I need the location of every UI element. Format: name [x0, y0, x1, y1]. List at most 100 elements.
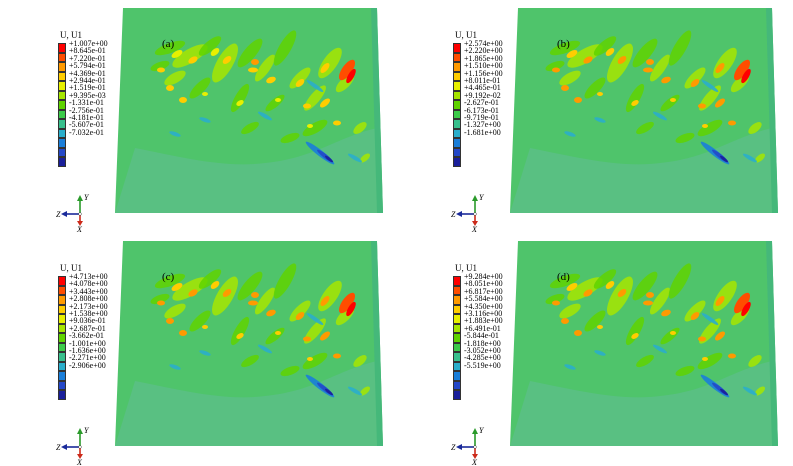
contour-hotspot	[157, 300, 165, 306]
contour-hotspot	[698, 336, 706, 342]
legend-swatch	[58, 323, 66, 333]
contour-coldspot	[594, 117, 606, 123]
legend-value: -3.662e-01	[69, 331, 104, 341]
contour-band	[230, 316, 250, 346]
legend-swatch	[58, 100, 66, 110]
legend-swatch	[453, 52, 461, 62]
legend-swatch	[58, 138, 66, 148]
contour-hotspot	[346, 301, 356, 317]
contour-hotspot	[617, 56, 627, 64]
legend-swatch	[58, 295, 66, 305]
x-axis-label: X	[471, 458, 478, 465]
axes-origin	[78, 212, 82, 216]
contour-hotspot	[605, 281, 615, 289]
contour-hotspot	[303, 103, 311, 109]
contour-hotspot	[574, 97, 582, 103]
contour-hotspot	[307, 357, 313, 361]
legend-swatch	[453, 285, 461, 295]
legend-value: -4.181e-01	[69, 113, 104, 123]
contour-hotspot	[320, 331, 330, 341]
coordinate-triad-icon: Y Z X	[56, 193, 90, 232]
legend-value: -5.844e-01	[464, 331, 499, 341]
contour-hotspot	[166, 85, 174, 91]
contour-band	[675, 132, 695, 144]
contour-band	[237, 38, 263, 68]
contour-hotspot	[728, 120, 736, 126]
surface-lower-region	[510, 361, 778, 446]
legend-title: U, U1	[455, 263, 477, 273]
contour-hotspot	[583, 289, 593, 297]
legend-values: +4.713e+00 +4.078e+00 +3.443e+00 +2.808e…	[69, 272, 108, 369]
contour-band	[567, 277, 603, 301]
contour-coldspot	[564, 131, 576, 137]
contour-band	[545, 60, 565, 72]
contour-hotspot	[171, 50, 183, 58]
legend-value: -1.818e+00	[464, 338, 501, 348]
contour-hotspot	[552, 67, 560, 73]
contour-hotspot	[715, 296, 725, 306]
contour-coldspot	[743, 386, 757, 396]
contour-hotspot	[179, 97, 187, 103]
contour-hotspot	[561, 318, 569, 324]
contour-band	[289, 67, 311, 89]
contour-hotspot	[728, 353, 736, 359]
legend-value: +9.395e-03	[69, 90, 106, 100]
z-axis-arrowhead	[456, 211, 462, 217]
coordinate-triad-icon: Y Z X	[56, 426, 90, 465]
contour-band	[360, 386, 370, 396]
contour-coldspot	[348, 153, 362, 163]
contour-band	[164, 303, 186, 319]
legend-swatch	[58, 314, 66, 324]
legend-value: -6.173e-01	[464, 105, 499, 115]
legend-value: +6.817e+00	[464, 286, 503, 296]
legend-value: -5.607e-01	[69, 120, 104, 130]
contour-hotspot	[333, 120, 341, 126]
legend-value: +2.808e+00	[69, 294, 108, 304]
contour-band	[748, 122, 762, 134]
contour-band	[237, 271, 263, 301]
legend-value: +4.369e-01	[69, 68, 106, 78]
legend-swatch	[453, 295, 461, 305]
x-axis-label: X	[76, 225, 83, 232]
contour-band	[241, 354, 259, 368]
legend-swatch	[453, 342, 461, 352]
legend-swatch	[453, 157, 461, 167]
contour-band	[154, 273, 186, 289]
contour-band	[559, 303, 581, 319]
legend-value: -1.001e+00	[69, 338, 106, 348]
contour-coldspot	[258, 344, 272, 354]
contour-coldspot	[594, 350, 606, 356]
contour-hotspot	[222, 56, 232, 64]
z-axis-label: Z	[451, 443, 456, 452]
contour-coldspot	[199, 117, 211, 123]
contour-band	[241, 121, 259, 135]
legend-value: +9.192e-02	[464, 90, 501, 100]
contour-hotspot	[338, 292, 356, 314]
contour-coldspot	[719, 388, 729, 396]
legend-values: +9.284e+00 +8.051e+00 +6.817e+00 +5.584e…	[464, 272, 503, 369]
contour-band	[280, 365, 300, 377]
contour-hotspot	[661, 76, 671, 84]
contour-panel-a: U, U1 +1.007e+00 +8.645e-01 +7.220e-01 +…	[0, 0, 390, 232]
coordinate-triad-icon: Y Z X	[451, 193, 485, 232]
contour-coldspot	[701, 313, 719, 325]
legend-value: +1.156e+00	[464, 68, 503, 78]
contour-hotspot	[741, 68, 751, 84]
y-axis-arrowhead	[472, 195, 478, 201]
legend-value: +2.687e-01	[69, 323, 106, 333]
legend-value: -4.285e+00	[464, 353, 501, 363]
surface-lower-region	[510, 128, 778, 213]
legend-swatch	[453, 333, 461, 343]
contour-hotspot	[179, 330, 187, 336]
contour-hotspot	[715, 63, 725, 73]
contour-coldspot	[258, 111, 272, 121]
contour-band	[545, 293, 565, 305]
contour-band	[549, 273, 581, 289]
legend-swatch	[453, 109, 461, 119]
coordinate-triad-icon: Y Z X	[451, 426, 485, 465]
contour-band	[172, 277, 208, 301]
legend-swatch	[58, 119, 66, 129]
contour-hotspot	[552, 300, 560, 306]
legend-value: -1.636e+00	[69, 346, 106, 356]
legend-value: +8.051e+00	[464, 279, 503, 289]
